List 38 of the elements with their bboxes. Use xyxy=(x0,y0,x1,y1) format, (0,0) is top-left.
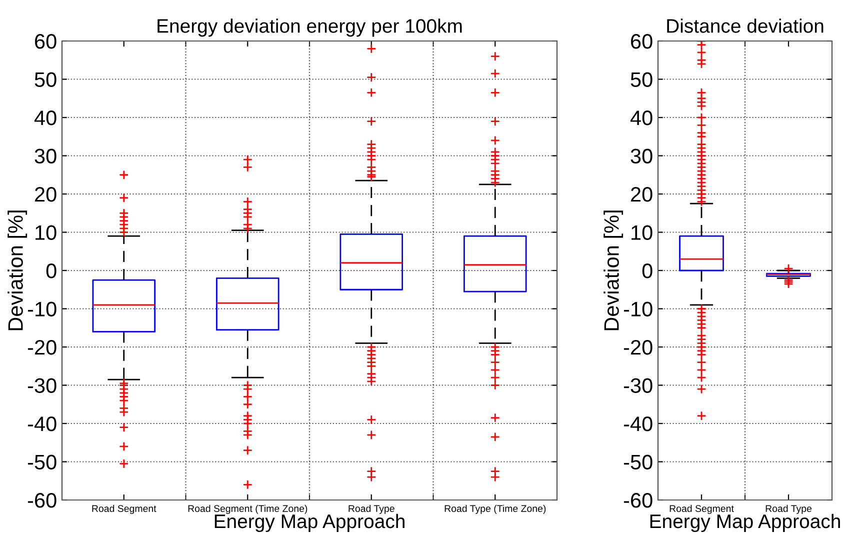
chart-title: Distance deviation xyxy=(667,18,824,33)
y-tick-label: 0 xyxy=(46,264,56,278)
y-tick-label: -60 xyxy=(28,493,56,508)
y-tick-label: 0 xyxy=(642,264,652,278)
x-tick-label: Road Segment (Time Zone) xyxy=(188,504,308,514)
x-tick-label: Road Type (Time Zone) xyxy=(444,504,546,514)
x-tick-label: Road Type xyxy=(766,504,812,514)
y-tick-label: -20 xyxy=(624,340,652,355)
y-tick-label: 10 xyxy=(632,225,652,240)
y-tick-label: -20 xyxy=(28,340,56,355)
y-tick-label: 60 xyxy=(35,34,56,49)
y-tick-label: -30 xyxy=(624,378,652,394)
y-tick-label: 30 xyxy=(34,148,56,164)
y-tick-label: 30 xyxy=(630,148,652,164)
y-tick-label: -50 xyxy=(624,454,652,470)
y-tick-label: 20 xyxy=(35,187,56,202)
y-tick-label: -50 xyxy=(28,454,56,470)
y-tick-label: -40 xyxy=(624,416,652,432)
y-tick-label: -30 xyxy=(28,378,56,394)
x-axis-title: Energy Map Approach xyxy=(650,514,840,532)
x-axis-title: Energy Map Approach xyxy=(214,514,404,532)
y-tick-label: 50 xyxy=(630,72,652,88)
y-tick-label: 40 xyxy=(34,110,56,126)
y-tick-label: -10 xyxy=(28,302,56,317)
y-tick-label: -10 xyxy=(624,302,652,317)
y-axis-title: Deviation [%] xyxy=(604,210,624,330)
y-tick-label: 50 xyxy=(34,72,56,88)
chart-title: Energy deviation energy per 100km xyxy=(158,18,462,37)
x-tick-label: Road Segment xyxy=(670,504,734,514)
x-tick-label: Road Type xyxy=(348,504,394,514)
y-tick-label: 20 xyxy=(631,187,652,202)
y-tick-label: 10 xyxy=(36,225,56,240)
y-tick-label: -60 xyxy=(624,493,652,508)
y-tick-label: -40 xyxy=(28,416,56,432)
y-axis-title: Deviation [%] xyxy=(8,210,28,330)
y-tick-label: 60 xyxy=(631,34,652,49)
x-tick-label: Road Segment xyxy=(92,504,156,514)
y-tick-label: 40 xyxy=(630,110,652,126)
